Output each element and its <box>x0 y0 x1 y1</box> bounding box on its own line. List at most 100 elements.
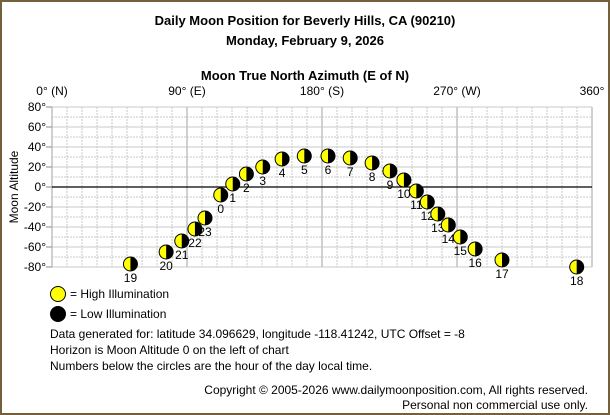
y-tick-label: 0° <box>35 180 47 194</box>
y-tick-label: 20° <box>28 160 46 174</box>
moon-point-hour-22 <box>187 221 203 237</box>
hour-label: 1 <box>229 191 236 205</box>
moon-dark-half <box>372 156 380 171</box>
low-illumination-icon <box>50 306 66 322</box>
moon-point-hour-13 <box>430 206 446 222</box>
hour-label: 23 <box>198 225 212 239</box>
legend-high-label: = High Illumination <box>70 287 170 301</box>
legend-low-label: = Low Illumination <box>70 307 167 321</box>
moon-dark-half <box>166 245 174 259</box>
hour-label: 15 <box>454 244 468 258</box>
hour-label: 14 <box>442 232 456 246</box>
moon-point-hour-12 <box>419 194 435 210</box>
moon-dark-half <box>246 167 254 181</box>
hour-label: 16 <box>468 256 482 270</box>
moon-point-hour-10 <box>396 172 412 188</box>
hour-label: 20 <box>159 259 173 273</box>
x-axis-title: Moon True North Azimuth (E of N) <box>200 68 410 83</box>
moon-point-hour-9 <box>382 163 398 179</box>
hour-label: 22 <box>188 236 202 250</box>
y-tick-label: -60° <box>24 240 46 254</box>
y-tick-label: -80° <box>24 260 46 274</box>
moon-dark-half <box>576 260 584 274</box>
y-tick-label: -40° <box>24 220 46 234</box>
hour-label: 7 <box>347 165 354 179</box>
moon-dark-half <box>502 253 509 267</box>
high-illumination-icon <box>50 286 66 302</box>
y-tick-label: -20° <box>24 200 46 214</box>
moon-dark-half <box>262 160 270 174</box>
moon-dark-half <box>328 149 335 163</box>
moon-point-hour-8 <box>364 155 380 171</box>
chart-subtitle: Monday, February 9, 2026 <box>226 33 384 48</box>
hour-label: 2 <box>243 181 250 195</box>
note-horizon: Horizon is Moon Altitude 0 on the left o… <box>50 343 289 357</box>
moon-point-hour-17 <box>494 252 510 268</box>
moon-dark-half <box>130 257 138 271</box>
moon-dark-half <box>427 195 435 209</box>
moon-point-hour-5 <box>296 148 312 164</box>
moon-dark-half <box>403 173 411 187</box>
moon-point-hour-23 <box>197 210 213 226</box>
hour-label: 17 <box>495 267 509 281</box>
x-tick-label: 270° (W) <box>433 84 480 98</box>
legend-high: = High Illumination <box>50 286 169 302</box>
moon-dark-half <box>205 211 212 225</box>
moon-dark-half <box>389 164 397 178</box>
moon-dark-half <box>448 218 456 232</box>
moon-point-hour-1 <box>225 176 241 192</box>
copyright: Copyright © 2005-2026 www.dailymoonposit… <box>204 383 588 397</box>
legend-low: = Low Illumination <box>50 306 166 322</box>
x-tick-label: 360° <box>580 84 605 98</box>
moon-point-hour-19 <box>122 256 138 272</box>
y-tick-label: 60° <box>28 120 46 134</box>
note-hours: Numbers below the circles are the hour o… <box>50 359 373 373</box>
moon-dark-half <box>475 242 483 256</box>
moon-point-hour-20 <box>158 244 174 260</box>
hour-label: 4 <box>279 166 286 180</box>
hour-label: 10 <box>397 187 411 201</box>
moon-point-hour-21 <box>174 233 190 249</box>
moon-dark-half <box>282 152 290 166</box>
chart-title: Daily Moon Position for Beverly Hills, C… <box>154 13 456 28</box>
note-location: Data generated for: latitude 34.096629, … <box>50 327 465 341</box>
personal-use: Personal non commercial use only. <box>402 398 588 412</box>
hour-label: 18 <box>570 274 584 288</box>
moon-point-hour-14 <box>440 217 456 233</box>
moon-dark-half <box>416 184 424 198</box>
moon-dark-half <box>350 151 358 165</box>
y-axis-title: Moon Altitude <box>7 150 21 223</box>
hour-label: 11 <box>410 198 423 212</box>
hour-label: 21 <box>175 248 189 262</box>
moon-point-hour-7 <box>342 150 358 166</box>
hour-label: 9 <box>387 178 394 192</box>
moon-dark-half <box>181 234 189 249</box>
moon-dark-half <box>220 188 228 203</box>
moon-point-hour-4 <box>274 151 290 167</box>
moon-point-hour-2 <box>238 166 254 182</box>
moon-dark-half <box>437 207 445 221</box>
y-tick-label: 40° <box>28 140 46 154</box>
hour-label: 19 <box>124 271 138 285</box>
moon-point-hour-6 <box>320 148 336 164</box>
moon-point-hour-18 <box>569 259 585 275</box>
moon-point-hour-16 <box>467 241 483 257</box>
moon-dark-half <box>304 149 312 163</box>
moon-point-hour-15 <box>452 229 468 245</box>
moon-point-hour-0 <box>213 187 229 203</box>
moon-dark-half <box>460 230 468 244</box>
x-tick-label: 90° (E) <box>168 84 205 98</box>
x-tick-label: 180° (S) <box>300 84 344 98</box>
hour-label: 0 <box>217 202 224 216</box>
moon-point-hour-11 <box>408 183 424 199</box>
moon-dark-half <box>232 177 240 191</box>
hour-label: 3 <box>259 174 266 188</box>
y-tick-label: 80° <box>28 100 46 114</box>
hour-label: 8 <box>369 170 376 184</box>
moon-dark-half <box>194 222 202 236</box>
moon-position-plot: 0° (N) 90° (E) 180° (S) 270° (W) 360°80°60°4… <box>7 84 605 288</box>
moon-point-hour-3 <box>255 159 271 175</box>
hour-label: 6 <box>325 163 332 177</box>
x-tick-label: 0° (N) <box>36 84 67 98</box>
